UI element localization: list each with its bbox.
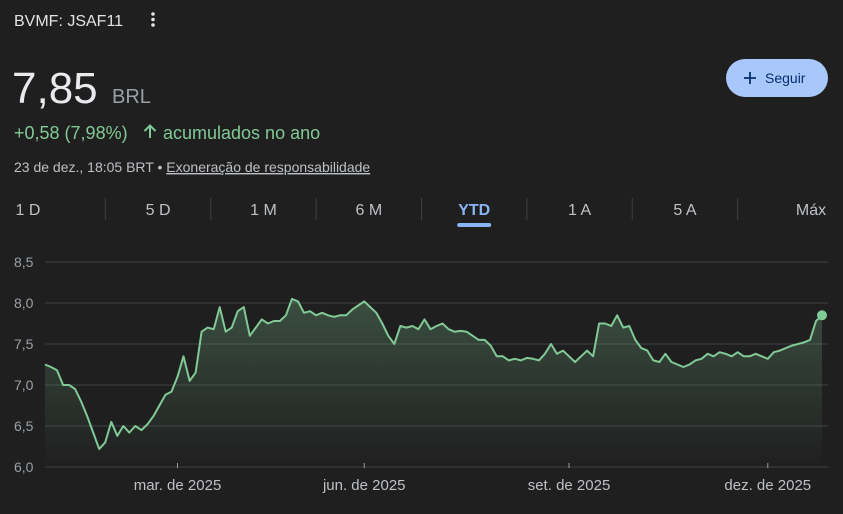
x-tick-label: set. de 2025 [528, 477, 611, 494]
change-period: acumulados no ano [163, 123, 320, 143]
timestamp-line: 23 de dez., 18:05 BRT • Exoneração de re… [14, 159, 370, 175]
disclaimer-link[interactable]: Exoneração de responsabilidade [166, 159, 370, 175]
chart: 6,0 6,5 7,0 7,5 8,0 8,5 mar. de 2025 jun. de 20… [14, 254, 828, 494]
y-tick-label: 8,5 [14, 254, 34, 270]
tab[interactable]: YTD [458, 202, 490, 219]
tab[interactable]: 1 M [250, 202, 277, 219]
button-label[interactable]: Seguir [765, 70, 806, 86]
y-tick-label: 8,0 [14, 295, 34, 311]
y-tick-label: 7,5 [14, 336, 34, 352]
follow-button[interactable]: Seguir [726, 59, 828, 97]
price-line [44, 297, 823, 450]
tab[interactable]: 1 D [16, 202, 41, 219]
range-tabs: 1 D 5 D 1 M 6 M YTD 1 A 5 A Máx [16, 198, 826, 227]
timestamp: 23 de dez., 18:05 BRT [14, 159, 154, 175]
tab[interactable]: 6 M [355, 202, 382, 219]
more-menu[interactable] [151, 12, 155, 27]
tab[interactable]: 5 D [146, 202, 171, 219]
tab-indicator [457, 223, 492, 227]
up-arrow [143, 124, 157, 138]
tab[interactable]: 1 A [568, 202, 591, 219]
y-tick-label: 7,0 [14, 377, 34, 393]
tab[interactable]: Máx [796, 202, 826, 219]
separator: • [157, 159, 162, 175]
price: 7,85 [12, 64, 98, 113]
x-tick-label: mar. de 2025 [134, 477, 222, 494]
button-bg[interactable] [726, 59, 828, 97]
x-tick-label: dez. de 2025 [724, 477, 811, 494]
area-fill [45, 298, 822, 467]
x-tick-label: jun. de 2025 [322, 477, 406, 494]
tab[interactable]: 5 A [673, 202, 696, 219]
y-tick-label: 6,0 [14, 459, 34, 475]
ticker: BVMF: JSAF11 [14, 13, 123, 30]
plus-icon [744, 72, 756, 84]
change: +0,58 (7,98%) [14, 123, 128, 143]
y-tick-label: 6,5 [14, 418, 34, 434]
last-point [817, 310, 827, 321]
currency: BRL [112, 86, 151, 108]
